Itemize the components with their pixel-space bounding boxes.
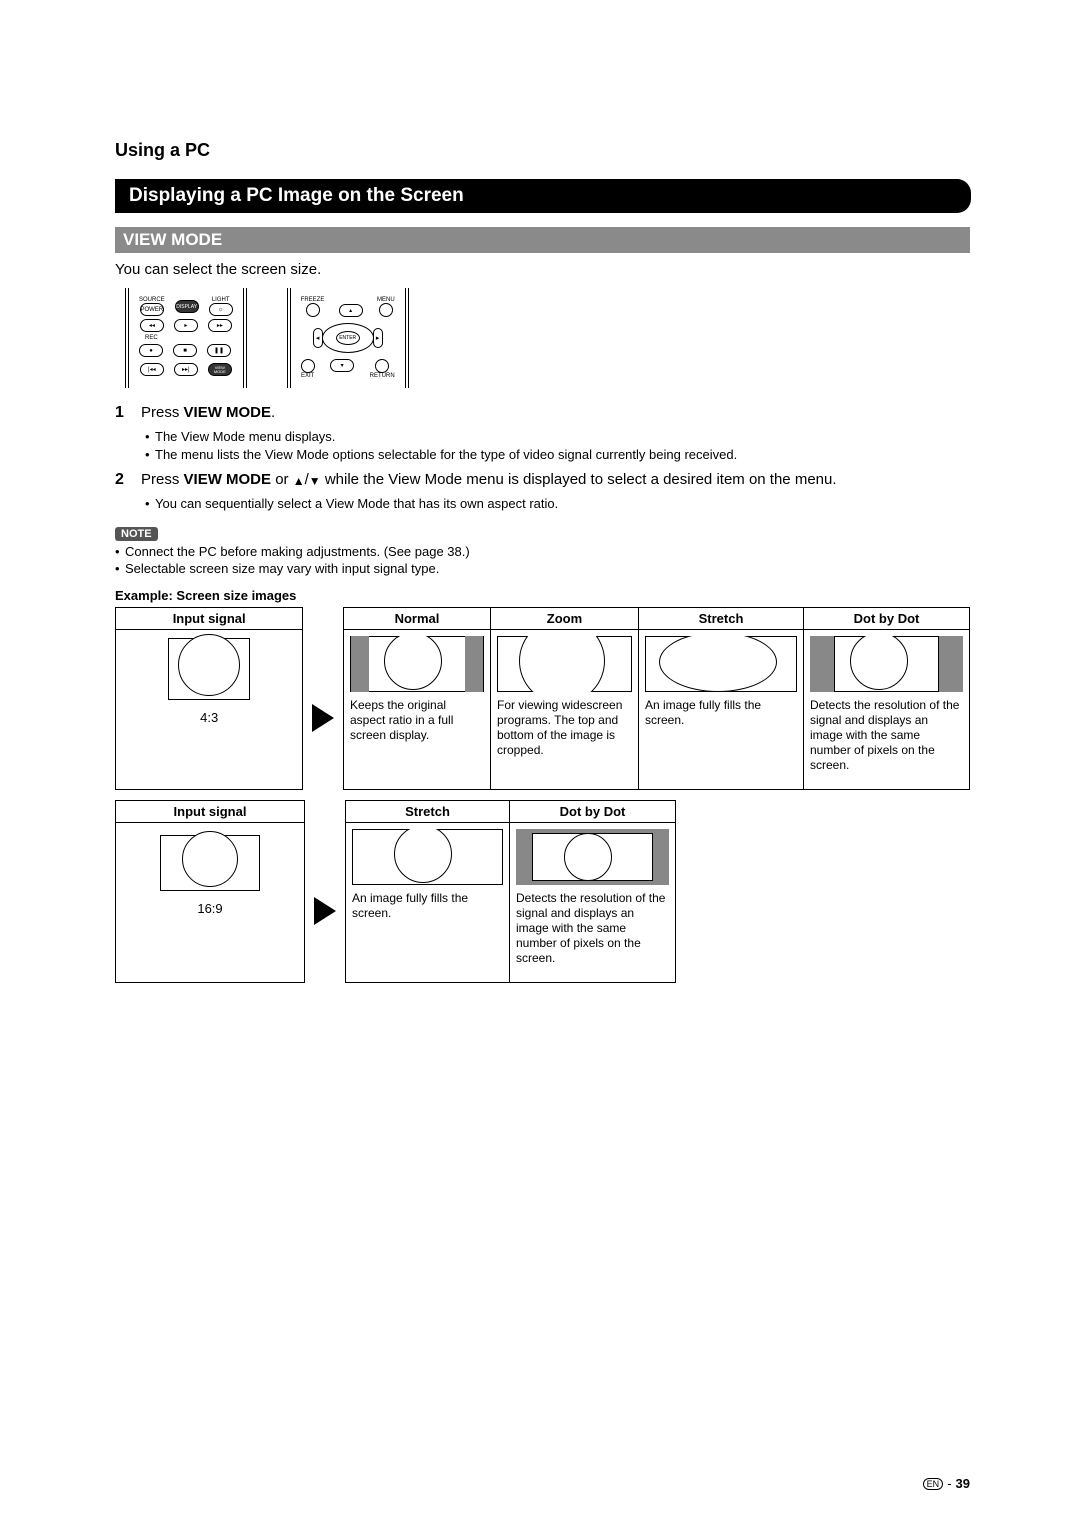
step-item: 2 Press VIEW MODE or ▲/▼ while the View … (115, 471, 970, 489)
return-label: RETURN (370, 373, 395, 379)
down-icon: ▾ (330, 359, 354, 372)
rec-label: REC (145, 335, 158, 341)
mode-desc: An image fully fills the screen. (645, 698, 797, 728)
step-body: Press VIEW MODE or ▲/▼ while the View Mo… (141, 471, 970, 489)
mode-cell: Dot by Dot Detects the resolution of the… (510, 800, 676, 983)
arrow-icon (314, 897, 336, 925)
page-sep: - (947, 1476, 951, 1491)
mode-cell: Stretch An image fully fills the screen. (345, 800, 510, 983)
mode-body: Detects the resolution of the signal and… (804, 630, 969, 789)
mode-body: An image fully fills the screen. (346, 823, 509, 982)
note-list: Connect the PC before making adjustments… (115, 543, 970, 578)
freeze-icon (306, 303, 320, 317)
mode-cell: Normal Keeps the original aspect ratio i… (343, 607, 491, 790)
dpad-icon: ◂ ENTER ▸ (308, 320, 388, 356)
step-item: 1 Press VIEW MODE. (115, 404, 970, 422)
mode-body: Detects the resolution of the signal and… (510, 823, 675, 982)
heading-bar: Displaying a PC Image on the Screen (115, 179, 970, 213)
mode-thumb (810, 636, 963, 692)
page-num-value: 39 (956, 1476, 970, 1491)
page-number: EN - 39 (923, 1476, 970, 1491)
step-sublist: The View Mode menu displays. The menu li… (145, 428, 970, 463)
triangle-down-icon: ▼ (309, 474, 321, 488)
mode-header: Zoom (491, 608, 638, 630)
signal-header: Input signal (115, 607, 303, 630)
pause-icon: ❚❚ (207, 344, 231, 357)
exit-label: EXIT (301, 373, 314, 379)
mode-body: Keeps the original aspect ratio in a ful… (344, 630, 490, 789)
mode-cell: Zoom For viewing widescreen programs. Th… (491, 607, 639, 790)
arrow-icon (312, 704, 334, 732)
signal-box-169: 16:9 (115, 823, 305, 983)
mode-thumb (350, 636, 484, 692)
lang-badge: EN (923, 1478, 944, 1490)
steps-list: 1 Press VIEW MODE. (115, 404, 970, 422)
step-num: 1 (115, 404, 133, 422)
mode-desc: Keeps the original aspect ratio in a ful… (350, 698, 484, 743)
mode-header: Dot by Dot (804, 608, 969, 630)
power-button-icon: POWER (140, 303, 164, 316)
triangle-up-icon: ▲ (293, 474, 305, 488)
remote-diagrams: SOURCE POWER DISPLAY LIGHT ☼ ◂◂ ▸ ▸▸ REC (125, 288, 970, 388)
menu-icon (379, 303, 393, 317)
example-row-43: Input signal 4:3 Normal Keeps the origin… (115, 607, 970, 790)
mode-thumb (516, 829, 669, 885)
return-icon (375, 359, 389, 373)
subheading-bar: VIEW MODE (115, 227, 970, 253)
note-item: Connect the PC before making adjustments… (115, 543, 970, 561)
exit-icon (301, 359, 315, 373)
step-sublist: You can sequentially select a View Mode … (145, 495, 970, 513)
rew-icon: ◂◂ (140, 319, 164, 332)
up-icon: ▴ (339, 304, 363, 317)
mode-cell: Stretch An image fully fills the screen. (639, 607, 804, 790)
prev-icon: |◂◂ (140, 363, 164, 376)
example-title: Example: Screen size images (115, 588, 970, 603)
next-icon: ▸▸| (174, 363, 198, 376)
light-button-icon: ☼ (209, 303, 233, 316)
example-row-169: Input signal 16:9 Stretch An image fully… (115, 800, 970, 983)
mode-body: For viewing widescreen programs. The top… (491, 630, 638, 789)
signal-caption: 4:3 (200, 710, 218, 725)
note-item: Selectable screen size may vary with inp… (115, 560, 970, 578)
mode-desc: An image fully fills the screen. (352, 891, 503, 921)
rec-icon: ● (139, 344, 163, 357)
mode-header: Stretch (346, 801, 509, 823)
step-sub: The menu lists the View Mode options sel… (145, 446, 970, 464)
viewmode-button-icon: VIEW MODE (208, 363, 232, 376)
mode-header: Normal (344, 608, 490, 630)
remote-left: SOURCE POWER DISPLAY LIGHT ☼ ◂◂ ▸ ▸▸ REC (125, 288, 247, 388)
mode-header: Stretch (639, 608, 803, 630)
mode-cell: Dot by Dot Detects the resolution of the… (804, 607, 970, 790)
mode-desc: For viewing widescreen programs. The top… (497, 698, 632, 758)
signal-header: Input signal (115, 800, 305, 823)
ff-icon: ▸▸ (208, 319, 232, 332)
step-sub: The View Mode menu displays. (145, 428, 970, 446)
mode-header: Dot by Dot (510, 801, 675, 823)
heading-bar-text: Displaying a PC Image on the Screen (129, 185, 464, 206)
remote-right: FREEZE ▴ MENU ◂ ENTER ▸ (287, 288, 409, 388)
signal-caption: 16:9 (197, 901, 222, 916)
mode-thumb (645, 636, 797, 692)
signal-box-43: 4:3 (115, 630, 303, 790)
mode-body: An image fully fills the screen. (639, 630, 803, 789)
section-title: Using a PC (115, 140, 970, 161)
stop-icon: ■ (173, 344, 197, 357)
display-button-icon: DISPLAY (175, 300, 199, 313)
mode-desc: Detects the resolution of the signal and… (810, 698, 963, 773)
steps-list: 2 Press VIEW MODE or ▲/▼ while the View … (115, 471, 970, 489)
step-num: 2 (115, 471, 133, 489)
intro-text: You can select the screen size. (115, 261, 970, 278)
mode-desc: Detects the resolution of the signal and… (516, 891, 669, 966)
step-body: Press VIEW MODE. (141, 404, 970, 422)
step-sub: You can sequentially select a View Mode … (145, 495, 970, 513)
mode-thumb (352, 829, 503, 885)
note-badge: NOTE (115, 527, 158, 541)
play-icon: ▸ (174, 319, 198, 332)
mode-thumb (497, 636, 632, 692)
